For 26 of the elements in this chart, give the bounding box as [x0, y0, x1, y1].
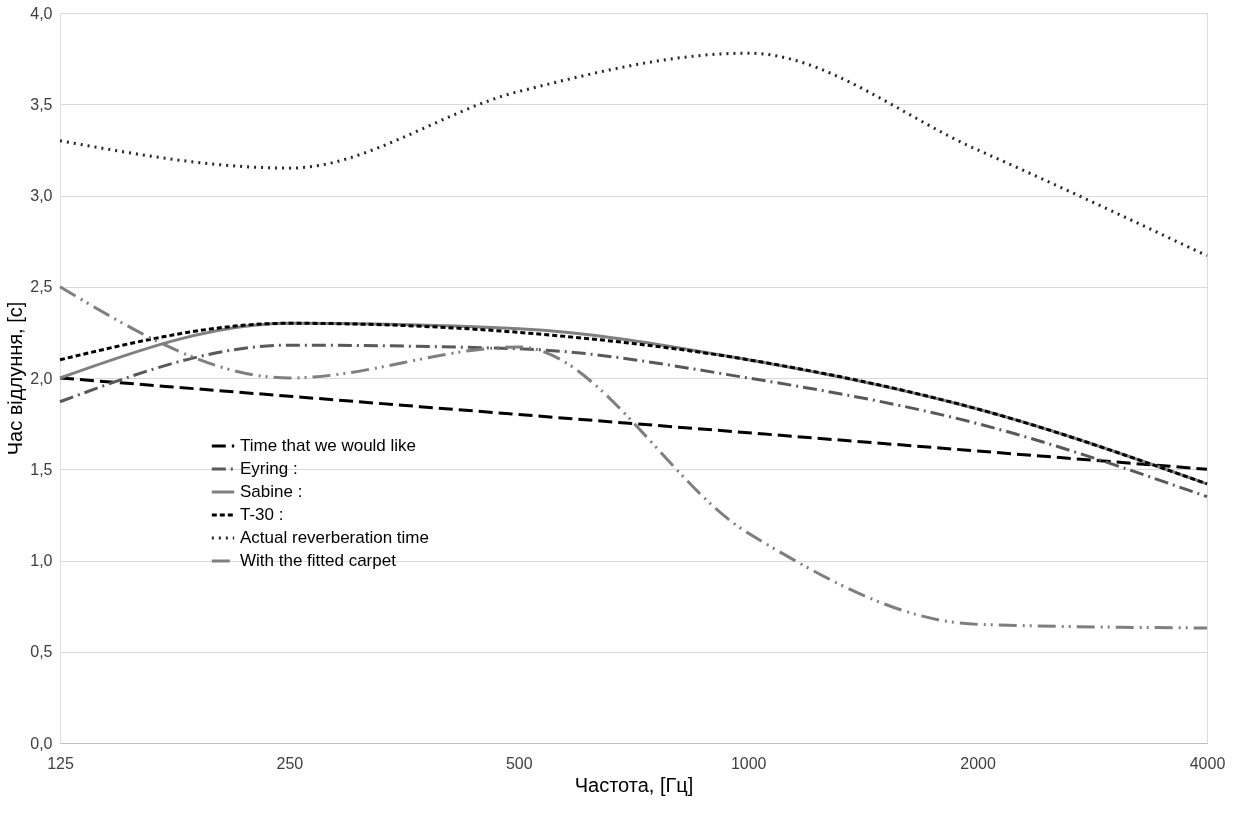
- y-tick-label: 3,0: [30, 187, 53, 204]
- x-tick-label: 4000: [1189, 754, 1226, 772]
- legend-label: Sabine :: [240, 482, 303, 501]
- x-tick-label: 1000: [730, 754, 767, 772]
- y-tick-label: 4,0: [30, 4, 53, 22]
- line-series: [58, 51, 1209, 258]
- y-axis-title: Час відлуння, [с]: [4, 301, 27, 456]
- legend-label: Eyring :: [240, 459, 298, 478]
- y-tick-label: 1,0: [30, 552, 53, 569]
- legend-label: T-30 :: [240, 505, 284, 524]
- x-tick-label: 2000: [960, 754, 996, 772]
- y-tick-label: 0,0: [30, 734, 53, 752]
- x-axis-title: Частота, [Гц]: [574, 773, 694, 796]
- y-tick-label: 2,5: [30, 278, 53, 296]
- x-tick-label: 125: [47, 754, 74, 772]
- x-tick-label: 500: [505, 754, 533, 772]
- y-tick-label: 2,0: [30, 369, 53, 387]
- line-series: [58, 343, 1209, 499]
- y-tick-label: 0,5: [30, 643, 53, 661]
- x-tick-label: 250: [276, 754, 304, 772]
- y-tick-label: 1,5: [30, 460, 53, 478]
- legend-label: With the fitted carpet: [240, 551, 397, 570]
- legend-label: Actual reverberation time: [240, 528, 429, 547]
- y-tick-label: 3,5: [30, 95, 53, 113]
- legend-label: Time that we would like: [240, 436, 417, 455]
- line-series: [58, 285, 1209, 630]
